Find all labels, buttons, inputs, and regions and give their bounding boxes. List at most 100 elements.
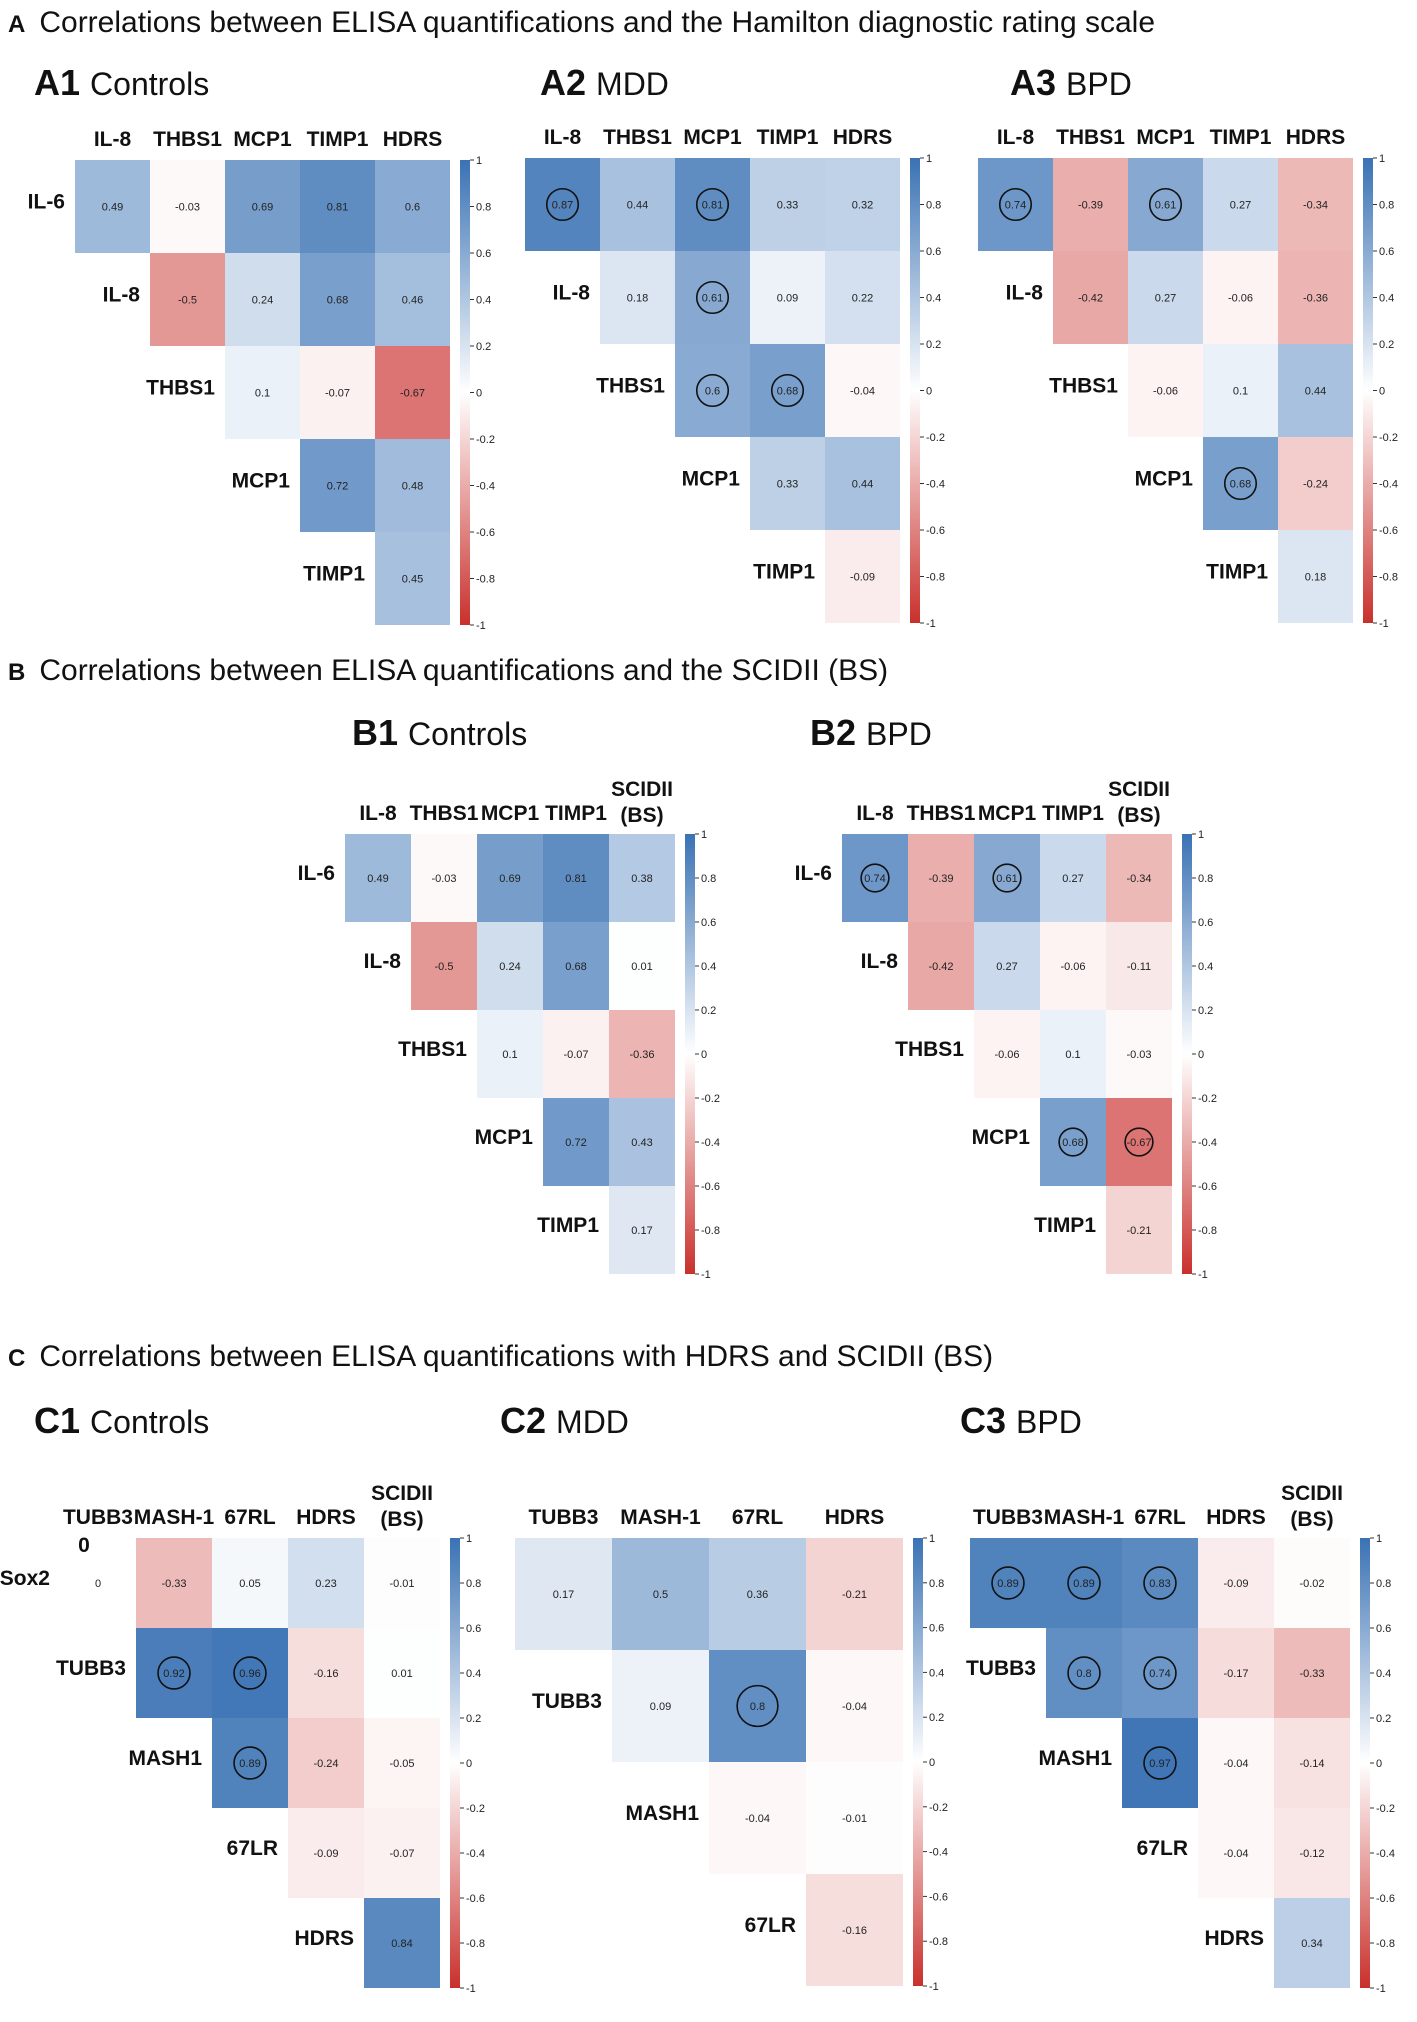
- b1-col-label: IL-8: [359, 802, 397, 825]
- b2-significance-circle: [1058, 1127, 1088, 1157]
- a3-cell-value: -0.06: [1228, 293, 1253, 305]
- c2-colorbar-tick-label: 0: [929, 1757, 935, 1769]
- a1-cell-value: 0.72: [327, 481, 348, 493]
- c3-col-label: 67RL: [1134, 1506, 1186, 1529]
- c3-cell-value: -0.04: [1223, 1758, 1248, 1770]
- a2-cell-value: 0.33: [777, 479, 798, 491]
- c3-cell-value: 0.74: [1149, 1668, 1170, 1680]
- c3-row-label: MASH1: [1038, 1747, 1112, 1770]
- c2-row-label: TUBB3: [532, 1690, 602, 1713]
- b2-cell-value: 0.61: [996, 873, 1017, 885]
- section-text: Correlations between ELISA quantificatio…: [39, 6, 1155, 39]
- a2-cell: [675, 344, 750, 437]
- a2-col-label: THBS1: [603, 126, 672, 149]
- section-letter: B: [8, 659, 26, 686]
- a2-colorbar-tick-label: 1: [926, 153, 932, 165]
- c2-cell: [515, 1538, 612, 1650]
- c3-significance-circle: [1143, 1656, 1177, 1690]
- c3-row-label: TUBB3: [966, 1657, 1036, 1680]
- section-text: Correlations between ELISA quantificatio…: [39, 654, 889, 687]
- a2-cell-value: 0.09: [777, 293, 798, 305]
- b1-cell: [543, 834, 609, 922]
- c1-row-label: HDRS: [294, 1927, 354, 1950]
- a2-col-label: MCP1: [683, 126, 742, 149]
- b1-colorbar-tick-label: -1: [701, 1269, 711, 1281]
- a1-col-label: MCP1: [233, 128, 292, 151]
- c1-colorbar-tick-label: 0.4: [466, 1668, 481, 1680]
- c1-cell: [212, 1718, 288, 1808]
- a3-col-label: TIMP1: [1210, 126, 1272, 149]
- panel-label: BPD: [866, 716, 932, 752]
- a3-cell-value: -0.42: [1078, 293, 1103, 305]
- a1-cell: [375, 439, 450, 532]
- a3-significance-circle: [1223, 466, 1258, 501]
- panel-id: C3: [960, 1400, 1007, 1441]
- a2-cell-value: 0.33: [777, 200, 798, 212]
- b2-colorbar-tick-label: -0.2: [1198, 1093, 1217, 1105]
- a1-cell: [300, 346, 375, 439]
- c2-col-label: MASH-1: [620, 1506, 701, 1529]
- b2-cell: [908, 834, 974, 922]
- c1-cell-value: 0.23: [315, 1578, 336, 1590]
- section-title-b: B Correlations between ELISA quantificati…: [8, 654, 888, 688]
- a1-colorbar-tick-label: 1: [476, 155, 482, 167]
- b2-cell: [974, 834, 1040, 922]
- c2-col-label: HDRS: [825, 1506, 885, 1529]
- b1-colorbar-tick-label: -0.8: [701, 1225, 720, 1237]
- a2-colorbar-tick-label: 0.4: [926, 293, 941, 305]
- a1-cell-value: 0.45: [402, 574, 423, 586]
- b2-colorbar-tick-label: -0.4: [1198, 1137, 1217, 1149]
- a3-colorbar-tick-label: -0.6: [1379, 525, 1398, 537]
- b2-cell: [1106, 1010, 1172, 1098]
- c3-colorbar-tick-label: 0: [1376, 1758, 1382, 1770]
- a2-colorbar-tick-label: -0.4: [926, 479, 945, 491]
- c3-colorbar-tick-label: -0.6: [1376, 1893, 1395, 1905]
- a3-cell: [1128, 158, 1203, 251]
- b1-cell-value: 0.43: [631, 1137, 652, 1149]
- a2-cell: [825, 158, 900, 251]
- a2-col-label: IL-8: [544, 126, 582, 149]
- c3-cell-value: -0.04: [1223, 1848, 1248, 1860]
- a3-cell: [1128, 251, 1203, 344]
- c3-significance-circle: [1067, 1656, 1101, 1690]
- b2-col-label: SCIDII: [1108, 778, 1170, 801]
- a1-colorbar-tick-label: -0.4: [476, 481, 495, 493]
- b1-cell: [477, 834, 543, 922]
- a2-colorbar-tick-label: -0.6: [926, 525, 945, 537]
- c2-cell-value: -0.01: [842, 1813, 867, 1825]
- c2-cell: [806, 1874, 903, 1986]
- a3-cell: [1278, 344, 1353, 437]
- a2-cell-value: 0.44: [627, 200, 648, 212]
- c1-cell: [288, 1718, 364, 1808]
- a2-significance-circle: [695, 373, 730, 408]
- c2-cell: [612, 1650, 709, 1762]
- c1-extra-label: 0: [78, 1534, 90, 1557]
- c1-cell: [136, 1538, 212, 1628]
- b1-cell-value: 0.24: [499, 961, 520, 973]
- c2-col-label: 67RL: [732, 1506, 784, 1529]
- a2-significance-circle: [695, 280, 730, 315]
- c1-cell-value: -0.33: [161, 1578, 186, 1590]
- b1-cell: [477, 922, 543, 1010]
- c3-cell-value: 0.89: [1073, 1578, 1094, 1590]
- b1-cell-value: -0.03: [431, 873, 456, 885]
- a3-cell-value: 0.1: [1233, 386, 1248, 398]
- c1-cell: [364, 1628, 440, 1718]
- a2-cell: [600, 251, 675, 344]
- panel-label: BPD: [1016, 1404, 1082, 1440]
- c1-cell: [212, 1628, 288, 1718]
- c2-cell-value: -0.04: [745, 1813, 770, 1825]
- b2-cell: [1106, 1098, 1172, 1186]
- a3-row-label: THBS1: [1049, 375, 1118, 398]
- b1-colorbar-tick-label: 0.6: [701, 917, 716, 929]
- c3-cell-value: -0.09: [1223, 1578, 1248, 1590]
- a1-col-label: IL-8: [94, 128, 132, 151]
- b1-cell-value: 0.38: [631, 873, 652, 885]
- a2-cell: [825, 344, 900, 437]
- b1-colorbar-tick-label: 0: [701, 1049, 707, 1061]
- b1-row-label: TIMP1: [537, 1214, 599, 1237]
- c1-colorbar: [450, 1538, 460, 1988]
- c1-cell-value: -0.16: [313, 1668, 338, 1680]
- a3-col-label: MCP1: [1136, 126, 1195, 149]
- a1-cell: [75, 160, 150, 253]
